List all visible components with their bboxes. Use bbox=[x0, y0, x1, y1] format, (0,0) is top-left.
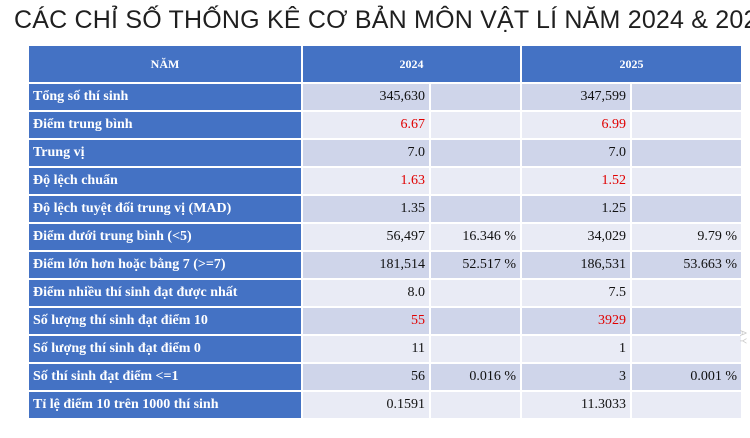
row-label: Điểm trung bình bbox=[29, 112, 301, 138]
percent-2024 bbox=[431, 280, 520, 306]
value-2025: 7.0 bbox=[522, 140, 630, 166]
table-row: Độ lệch chuẩn 1.63 1.52 bbox=[29, 168, 741, 194]
table-row: Điểm dưới trung bình (<5) 56,497 16.346 % 3… bbox=[29, 224, 741, 250]
percent-2024 bbox=[431, 336, 520, 362]
table-header-row: NĂM 2024 2025 bbox=[29, 46, 741, 82]
table-row: Số thí sinh đạt điểm <=1 56 0.016 % 3 0.001 … bbox=[29, 364, 741, 390]
value-2025: 3 bbox=[522, 364, 630, 390]
row-label: Điểm nhiều thí sinh đạt được nhất bbox=[29, 280, 301, 306]
value-2025: 1 bbox=[522, 336, 630, 362]
value-2025: 11.3033 bbox=[522, 392, 630, 418]
value-2024: 11 bbox=[303, 336, 429, 362]
percent-2024 bbox=[431, 84, 520, 110]
percent-2024 bbox=[431, 196, 520, 222]
row-label: Độ lệch tuyệt đối trung vị (MAD) bbox=[29, 196, 301, 222]
percent-2025 bbox=[632, 392, 741, 418]
percent-2024 bbox=[431, 140, 520, 166]
value-2024: 0.1591 bbox=[303, 392, 429, 418]
value-2024: 8.0 bbox=[303, 280, 429, 306]
table-row: Trung vị 7.0 7.0 bbox=[29, 140, 741, 166]
table-row: Tổng số thí sinh 345,630 347,599 bbox=[29, 84, 741, 110]
value-2024: 55 bbox=[303, 308, 429, 334]
percent-2024: 52.517 % bbox=[431, 252, 520, 278]
percent-2024 bbox=[431, 308, 520, 334]
watermark: A Y bbox=[738, 330, 748, 344]
percent-2025: 53.663 % bbox=[632, 252, 741, 278]
value-2025: 1.52 bbox=[522, 168, 630, 194]
value-2024: 56 bbox=[303, 364, 429, 390]
row-label: Tỉ lệ điểm 10 trên 1000 thí sinh bbox=[29, 392, 301, 418]
value-2025: 6.99 bbox=[522, 112, 630, 138]
value-2025: 7.5 bbox=[522, 280, 630, 306]
percent-2025 bbox=[632, 336, 741, 362]
value-2025: 1.25 bbox=[522, 196, 630, 222]
row-label: Điểm dưới trung bình (<5) bbox=[29, 224, 301, 250]
value-2024: 345,630 bbox=[303, 84, 429, 110]
header-year-2024: 2024 bbox=[303, 46, 520, 82]
percent-2025 bbox=[632, 168, 741, 194]
table-row: Số lượng thí sinh đạt điểm 10 55 3929 bbox=[29, 308, 741, 334]
percent-2024 bbox=[431, 392, 520, 418]
value-2025: 347,599 bbox=[522, 84, 630, 110]
percent-2025 bbox=[632, 196, 741, 222]
row-label: Số lượng thí sinh đạt điểm 10 bbox=[29, 308, 301, 334]
percent-2024 bbox=[431, 112, 520, 138]
value-2025: 3929 bbox=[522, 308, 630, 334]
header-year-2025: 2025 bbox=[522, 46, 741, 82]
table-row: Điểm trung bình 6.67 6.99 bbox=[29, 112, 741, 138]
value-2025: 186,531 bbox=[522, 252, 630, 278]
page-title: CÁC CHỈ SỐ THỐNG KÊ CƠ BẢN MÔN VẬT LÍ NĂ… bbox=[14, 6, 750, 34]
table-row: Tỉ lệ điểm 10 trên 1000 thí sinh 0.1591 11… bbox=[29, 392, 741, 418]
percent-2025: 0.001 % bbox=[632, 364, 741, 390]
percent-2025 bbox=[632, 140, 741, 166]
percent-2024: 0.016 % bbox=[431, 364, 520, 390]
row-label: Số lượng thí sinh đạt điểm 0 bbox=[29, 336, 301, 362]
value-2024: 7.0 bbox=[303, 140, 429, 166]
value-2024: 1.63 bbox=[303, 168, 429, 194]
percent-2025 bbox=[632, 280, 741, 306]
value-2025: 34,029 bbox=[522, 224, 630, 250]
row-label: Độ lệch chuẩn bbox=[29, 168, 301, 194]
value-2024: 181,514 bbox=[303, 252, 429, 278]
row-label: Điểm lớn hơn hoặc bằng 7 (>=7) bbox=[29, 252, 301, 278]
row-label: Số thí sinh đạt điểm <=1 bbox=[29, 364, 301, 390]
table-row: Điểm nhiều thí sinh đạt được nhất 8.0 7.5 bbox=[29, 280, 741, 306]
percent-2025 bbox=[632, 84, 741, 110]
percent-2025 bbox=[632, 112, 741, 138]
value-2024: 6.67 bbox=[303, 112, 429, 138]
header-year-label: NĂM bbox=[29, 46, 301, 82]
value-2024: 56,497 bbox=[303, 224, 429, 250]
stats-table: NĂM 2024 2025 Tổng số thí sinh 345,630 347… bbox=[27, 44, 743, 420]
value-2024: 1.35 bbox=[303, 196, 429, 222]
percent-2024: 16.346 % bbox=[431, 224, 520, 250]
percent-2025: 9.79 % bbox=[632, 224, 741, 250]
table-row: Điểm lớn hơn hoặc bằng 7 (>=7) 181,514 52.… bbox=[29, 252, 741, 278]
percent-2024 bbox=[431, 168, 520, 194]
row-label: Tổng số thí sinh bbox=[29, 84, 301, 110]
row-label: Trung vị bbox=[29, 140, 301, 166]
percent-2025 bbox=[632, 308, 741, 334]
table-row: Số lượng thí sinh đạt điểm 0 11 1 bbox=[29, 336, 741, 362]
table-row: Độ lệch tuyệt đối trung vị (MAD) 1.35 1.25 bbox=[29, 196, 741, 222]
